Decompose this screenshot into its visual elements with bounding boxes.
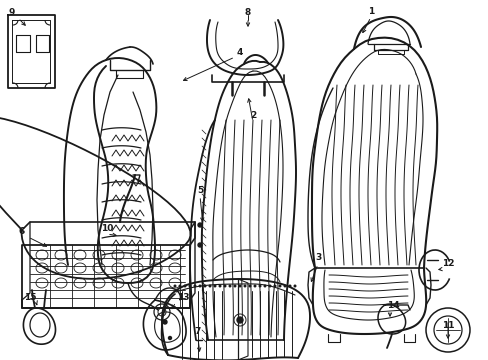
Text: 9: 9 [9,8,15,17]
Circle shape [219,285,221,287]
Circle shape [284,285,285,287]
Text: 8: 8 [244,8,251,17]
Circle shape [194,285,195,287]
Text: 10: 10 [101,224,113,233]
Circle shape [264,285,265,287]
Circle shape [249,285,250,287]
Circle shape [234,285,235,287]
Circle shape [294,285,295,287]
Circle shape [198,243,202,247]
Circle shape [269,285,270,287]
Text: 15: 15 [24,293,36,302]
Circle shape [198,223,202,227]
Circle shape [237,317,243,323]
Text: 6: 6 [19,228,25,237]
Circle shape [239,285,240,287]
Circle shape [189,285,190,287]
Text: 5: 5 [197,185,203,194]
Text: 7: 7 [194,328,201,337]
Circle shape [168,337,171,339]
Circle shape [174,285,176,287]
Circle shape [199,285,201,287]
Text: 2: 2 [249,111,256,120]
Text: 1: 1 [367,6,373,15]
Text: 4: 4 [236,48,243,57]
Text: 11: 11 [441,320,453,329]
Text: 12: 12 [441,260,453,269]
Text: 13: 13 [176,293,189,302]
Circle shape [288,285,290,287]
Circle shape [224,285,225,287]
Circle shape [214,285,215,287]
Circle shape [274,285,275,287]
Circle shape [209,285,210,287]
Circle shape [259,285,260,287]
Circle shape [254,285,255,287]
Circle shape [184,285,185,287]
Circle shape [179,285,181,287]
Circle shape [163,320,167,324]
Text: 14: 14 [386,301,399,310]
Circle shape [279,285,280,287]
Circle shape [204,285,205,287]
Circle shape [229,285,230,287]
Text: 3: 3 [314,253,321,262]
Circle shape [244,285,245,287]
